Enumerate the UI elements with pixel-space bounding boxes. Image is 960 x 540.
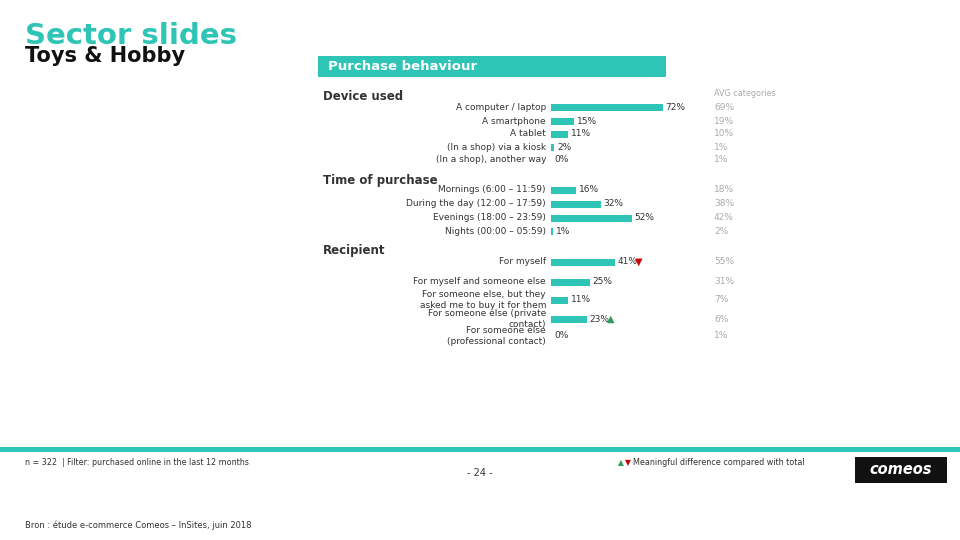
Text: Toys & Hobby: Toys & Hobby [25,46,185,66]
Text: Meaningful difference compared with total: Meaningful difference compared with tota… [633,458,804,467]
Text: For myself: For myself [499,258,546,267]
Text: 0%: 0% [554,332,568,341]
Text: ▼: ▼ [635,256,642,267]
Bar [551,214,632,221]
Text: 2%: 2% [557,143,571,152]
Text: 1%: 1% [714,156,729,165]
Text: Time of purchase: Time of purchase [323,174,438,187]
Text: 52%: 52% [635,213,655,222]
Text: For someone else (private
contact): For someone else (private contact) [428,309,546,329]
Text: 10%: 10% [714,130,734,138]
Bar [855,457,947,483]
Bar [551,104,662,111]
Text: 2%: 2% [714,226,729,235]
Bar [0,447,960,452]
Text: 41%: 41% [617,258,637,267]
Bar [551,227,553,234]
Text: Device used: Device used [323,90,403,103]
Bar [551,259,614,266]
Text: - 24 -: - 24 - [468,468,492,478]
Text: Mornings (6:00 – 11:59): Mornings (6:00 – 11:59) [439,186,546,194]
Text: 15%: 15% [577,117,597,125]
Text: 72%: 72% [665,103,685,111]
Bar [551,279,589,286]
Text: 69%: 69% [714,103,734,111]
Text: A smartphone: A smartphone [482,117,546,125]
Text: 11%: 11% [571,295,591,305]
Text: 55%: 55% [714,258,734,267]
Text: 6%: 6% [714,314,729,323]
Text: For someone else
(professional contact): For someone else (professional contact) [447,326,546,346]
Bar [551,118,574,125]
Text: 18%: 18% [714,186,734,194]
Text: During the day (12:00 – 17:59): During the day (12:00 – 17:59) [406,199,546,208]
Text: Recipient: Recipient [323,244,386,257]
Text: A tablet: A tablet [511,130,546,138]
Text: ▲: ▲ [618,458,624,467]
Text: For someone else, but they
asked me to buy it for them: For someone else, but they asked me to b… [420,291,546,310]
Bar [551,200,601,207]
Text: 0%: 0% [554,156,568,165]
Text: (In a shop) via a kiosk: (In a shop) via a kiosk [446,143,546,152]
Text: Purchase behaviour: Purchase behaviour [328,60,477,73]
Text: 42%: 42% [714,213,733,222]
Text: 23%: 23% [589,314,610,323]
Bar [551,144,554,151]
Text: 25%: 25% [592,278,612,287]
Bar [318,56,666,77]
Bar [551,296,568,303]
Bar [551,186,576,193]
Text: ▲: ▲ [607,314,614,323]
Text: n = 322  | Filter: purchased online in the last 12 months: n = 322 | Filter: purchased online in th… [25,458,249,467]
Text: 32%: 32% [604,199,624,208]
Text: 16%: 16% [579,186,599,194]
Text: (In a shop), another way: (In a shop), another way [436,156,546,165]
Text: Nights (00:00 – 05:59): Nights (00:00 – 05:59) [445,226,546,235]
Text: For myself and someone else: For myself and someone else [414,278,546,287]
Bar [551,315,587,322]
Text: Bron : étude e-commerce Comeos – InSites, juin 2018: Bron : étude e-commerce Comeos – InSites… [25,520,252,530]
Text: Sector slides: Sector slides [25,22,237,50]
Text: 1%: 1% [714,332,729,341]
Text: comeos: comeos [870,462,932,477]
Text: A computer / laptop: A computer / laptop [456,103,546,111]
Text: 19%: 19% [714,117,734,125]
Text: 7%: 7% [714,295,729,305]
Text: Evenings (18:00 – 23:59): Evenings (18:00 – 23:59) [433,213,546,222]
Text: 1%: 1% [556,226,570,235]
Text: 1%: 1% [714,143,729,152]
Text: AVG categories: AVG categories [714,89,776,98]
Text: 38%: 38% [714,199,734,208]
Text: ▼: ▼ [625,458,631,467]
Bar [551,131,568,138]
Text: 11%: 11% [571,130,591,138]
Text: 31%: 31% [714,278,734,287]
